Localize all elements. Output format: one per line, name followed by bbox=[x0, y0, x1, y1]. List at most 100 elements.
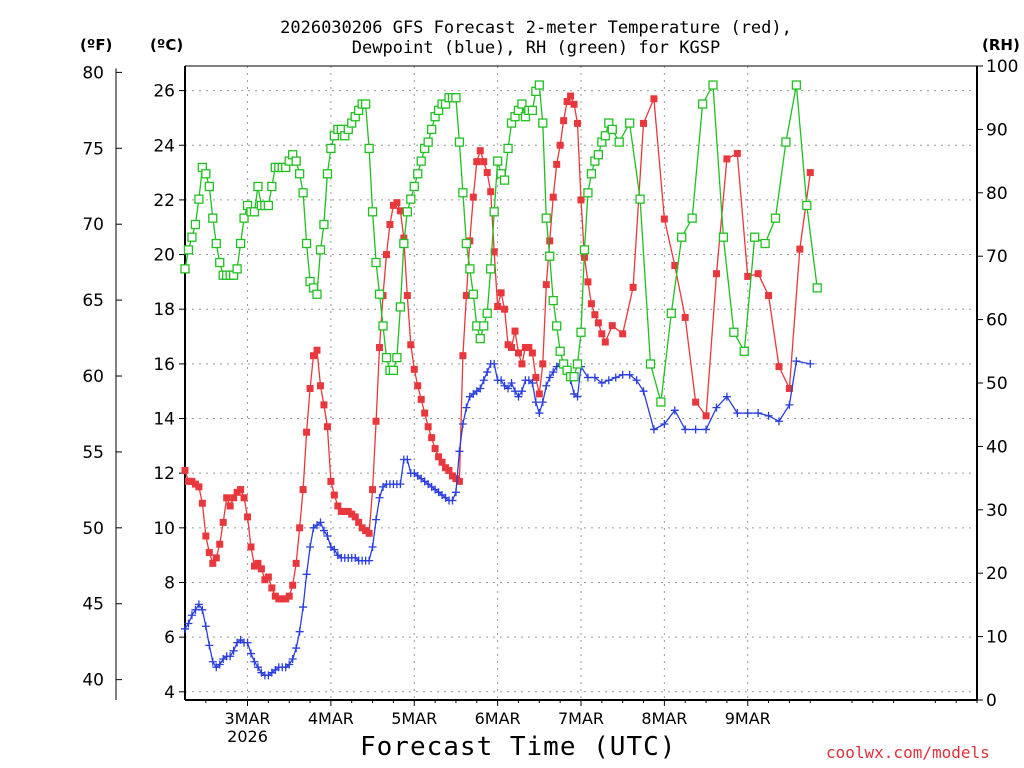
rh-point bbox=[322, 169, 333, 179]
rh-tick-label: 40 bbox=[986, 437, 1008, 457]
rh-tick-label: 20 bbox=[986, 564, 1008, 584]
dewpoint-point bbox=[302, 570, 311, 579]
dewpoint-point bbox=[712, 403, 721, 412]
temperature-point bbox=[424, 423, 432, 431]
dewpoint-point bbox=[285, 660, 294, 669]
rh-point bbox=[541, 213, 551, 223]
dewpoint-point bbox=[517, 387, 526, 396]
temperature-point bbox=[528, 349, 536, 357]
dewpoint-point bbox=[549, 368, 558, 377]
dewpoint-point bbox=[722, 392, 731, 401]
dewpoint-point bbox=[511, 387, 519, 396]
rh-tick-label: 100 bbox=[986, 57, 1018, 77]
temperature-point bbox=[754, 270, 762, 278]
dewpoint-point bbox=[396, 480, 405, 489]
rh-point bbox=[312, 289, 322, 299]
temperature-point bbox=[570, 100, 578, 108]
temperature-point bbox=[316, 382, 324, 390]
dewpoint-point bbox=[618, 370, 627, 379]
rh-point bbox=[253, 181, 263, 192]
temperature-point bbox=[553, 160, 561, 168]
rh-point bbox=[294, 169, 305, 179]
temperature-point bbox=[535, 390, 543, 398]
rh-point bbox=[267, 181, 277, 192]
temperature-point bbox=[303, 428, 311, 436]
rh-point bbox=[183, 245, 194, 255]
time-tick-label: 7MAR bbox=[558, 709, 604, 728]
dewpoint-point bbox=[604, 376, 613, 385]
credit-link[interactable]: coolwx.com/models bbox=[826, 743, 990, 762]
dewpoint-point bbox=[504, 384, 513, 393]
rh-point bbox=[572, 359, 583, 369]
temperature-point bbox=[202, 532, 210, 540]
temperature-point bbox=[514, 349, 522, 357]
dewpoint-point bbox=[590, 373, 599, 382]
temperature-point bbox=[351, 513, 359, 521]
rh-point bbox=[381, 352, 392, 363]
temperature-point bbox=[407, 341, 415, 349]
time-tick-label: 4MAR bbox=[308, 709, 354, 728]
dewpoint-point bbox=[497, 376, 506, 385]
dewpoint-point bbox=[479, 376, 488, 385]
temperature-point bbox=[497, 289, 505, 297]
rh-point bbox=[486, 264, 496, 274]
temperature-point bbox=[455, 477, 463, 485]
temperature-point bbox=[396, 207, 404, 215]
dewpoint-point bbox=[625, 370, 634, 379]
rh-point bbox=[235, 238, 246, 249]
dewpoint-point bbox=[448, 496, 457, 505]
temperature-point bbox=[560, 117, 568, 125]
temperature-point bbox=[574, 119, 582, 127]
dewpoint-point bbox=[542, 381, 551, 390]
dewpoint-point bbox=[632, 376, 641, 385]
temperature-point bbox=[237, 486, 245, 494]
rh-tick-label: 90 bbox=[986, 120, 1008, 140]
celsius-tick-label: 20 bbox=[153, 246, 175, 266]
temperature-point bbox=[567, 92, 575, 100]
temperature-point bbox=[289, 581, 297, 589]
dewpoint-point bbox=[208, 657, 217, 666]
temperature-point bbox=[403, 292, 411, 300]
dewpoint-point bbox=[535, 409, 544, 418]
dewpoint-point bbox=[181, 624, 189, 633]
temperature-point bbox=[257, 565, 265, 573]
rh-point bbox=[263, 200, 274, 211]
temperature-point bbox=[525, 343, 533, 351]
temperature-point bbox=[660, 215, 668, 223]
rh-point bbox=[468, 289, 478, 299]
dewpoint-point bbox=[764, 411, 773, 420]
rh-point bbox=[697, 99, 708, 109]
dewpoint-point bbox=[660, 419, 669, 428]
dewpoint-point bbox=[319, 526, 328, 535]
dewpoint-point bbox=[754, 409, 763, 418]
fahrenheit-tick-label: 75 bbox=[82, 139, 104, 159]
temperature-point bbox=[508, 343, 516, 351]
dewpoint-point bbox=[372, 515, 381, 524]
rh-point bbox=[395, 302, 406, 312]
rh-point bbox=[499, 175, 510, 185]
rh-point bbox=[301, 238, 312, 249]
temperature-point bbox=[539, 360, 547, 368]
temperature-point bbox=[320, 401, 328, 409]
temperature-point bbox=[292, 559, 300, 567]
rh-point bbox=[364, 143, 374, 154]
fahrenheit-tick-label: 40 bbox=[82, 671, 104, 691]
temperature-point bbox=[438, 458, 446, 466]
dewpoint-point bbox=[247, 649, 255, 658]
rh-point bbox=[492, 156, 503, 166]
rh-point bbox=[791, 80, 802, 90]
temperature-point bbox=[744, 272, 752, 280]
time-tick-label: 9MAR bbox=[725, 709, 771, 728]
rh-point bbox=[517, 99, 527, 109]
temperature-point bbox=[382, 251, 390, 259]
rh-point bbox=[326, 143, 336, 154]
celsius-tick-label: 14 bbox=[153, 410, 175, 430]
dewpoint-point bbox=[250, 657, 259, 666]
rh-point bbox=[190, 219, 201, 230]
dewpoint-point bbox=[785, 400, 794, 409]
rh-point bbox=[569, 372, 579, 382]
dewpoint-point bbox=[538, 398, 547, 407]
dewpoint-point bbox=[792, 357, 801, 366]
rh-point bbox=[402, 207, 412, 217]
